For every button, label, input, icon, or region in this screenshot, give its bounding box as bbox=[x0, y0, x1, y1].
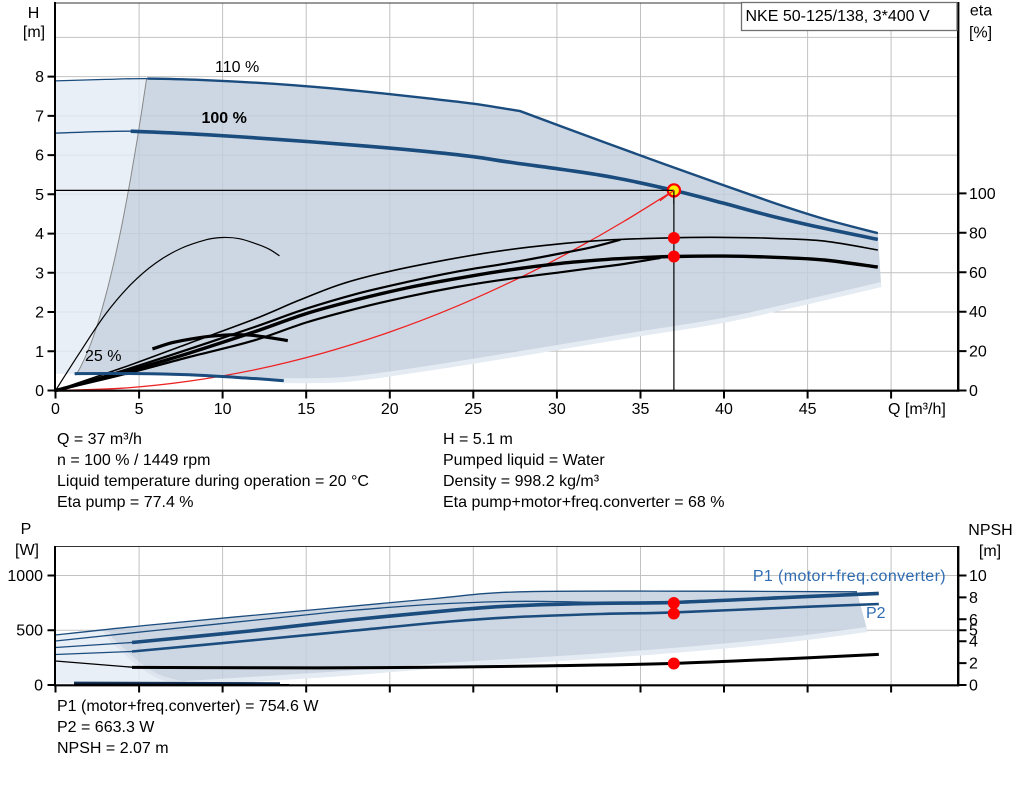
svg-text:P1 (motor+freq.converter): P1 (motor+freq.converter) bbox=[753, 568, 946, 585]
svg-text:0: 0 bbox=[51, 401, 60, 418]
svg-text:Eta pump = 77.4 %: Eta pump = 77.4 % bbox=[57, 494, 194, 511]
svg-text:6: 6 bbox=[35, 148, 44, 165]
svg-text:80: 80 bbox=[969, 225, 987, 242]
svg-text:8: 8 bbox=[35, 69, 44, 86]
svg-text:6: 6 bbox=[969, 612, 978, 629]
svg-text:Density = 998.2 kg/m³: Density = 998.2 kg/m³ bbox=[443, 473, 600, 490]
svg-text:20: 20 bbox=[381, 401, 399, 418]
svg-text:[m]: [m] bbox=[23, 24, 45, 41]
svg-text:0: 0 bbox=[969, 678, 978, 695]
svg-text:25 %: 25 % bbox=[85, 348, 121, 365]
svg-text:Pumped liquid = Water: Pumped liquid = Water bbox=[443, 452, 605, 469]
svg-text:[%]: [%] bbox=[969, 25, 992, 42]
svg-text:2: 2 bbox=[969, 656, 978, 673]
svg-text:100 %: 100 % bbox=[202, 110, 247, 127]
svg-text:8: 8 bbox=[969, 590, 978, 607]
svg-text:45: 45 bbox=[799, 401, 817, 418]
svg-text:Eta pump+motor+freq.converter: Eta pump+motor+freq.converter = 68 % bbox=[443, 494, 724, 511]
svg-text:500: 500 bbox=[16, 623, 43, 640]
svg-text:10: 10 bbox=[969, 568, 987, 585]
svg-text:Q [m³/h]: Q [m³/h] bbox=[888, 401, 946, 418]
svg-text:20: 20 bbox=[969, 344, 987, 361]
svg-text:100: 100 bbox=[969, 186, 996, 203]
svg-text:0: 0 bbox=[34, 678, 43, 695]
svg-text:2: 2 bbox=[35, 305, 44, 322]
svg-text:Q = 37 m³/h: Q = 37 m³/h bbox=[57, 431, 142, 448]
svg-text:1000: 1000 bbox=[7, 568, 43, 585]
svg-text:4: 4 bbox=[35, 226, 44, 243]
svg-text:Liquid temperature during oper: Liquid temperature during operation = 20… bbox=[57, 473, 369, 490]
svg-text:n = 100 % / 1449 rpm: n = 100 % / 1449 rpm bbox=[57, 452, 210, 469]
svg-text:7: 7 bbox=[35, 108, 44, 125]
svg-text:35: 35 bbox=[632, 401, 650, 418]
svg-text:40: 40 bbox=[715, 401, 733, 418]
svg-text:40: 40 bbox=[969, 304, 987, 321]
svg-text:NKE 50-125/138, 3*400 V: NKE 50-125/138, 3*400 V bbox=[746, 8, 930, 25]
svg-text:[m]: [m] bbox=[979, 543, 1001, 560]
svg-text:60: 60 bbox=[969, 265, 987, 282]
svg-text:P1 (motor+freq.converter) = 75: P1 (motor+freq.converter) = 754.6 W bbox=[57, 698, 319, 715]
svg-text:P2 = 663.3 W: P2 = 663.3 W bbox=[57, 719, 155, 736]
svg-text:1: 1 bbox=[35, 344, 44, 361]
svg-text:5: 5 bbox=[35, 187, 44, 204]
svg-text:5: 5 bbox=[135, 401, 144, 418]
svg-text:0: 0 bbox=[35, 383, 44, 400]
svg-text:5: 5 bbox=[969, 623, 978, 640]
svg-text:110 %: 110 % bbox=[215, 59, 259, 76]
svg-text:10: 10 bbox=[214, 401, 232, 418]
svg-text:[W]: [W] bbox=[15, 542, 39, 559]
svg-text:NPSH: NPSH bbox=[968, 522, 1012, 539]
svg-text:H: H bbox=[28, 5, 40, 22]
svg-text:eta: eta bbox=[970, 3, 992, 20]
svg-text:H = 5.1 m: H = 5.1 m bbox=[443, 431, 513, 448]
svg-text:4: 4 bbox=[969, 634, 978, 651]
svg-text:15: 15 bbox=[297, 401, 315, 418]
svg-text:P: P bbox=[21, 521, 32, 538]
svg-text:3: 3 bbox=[35, 265, 44, 282]
svg-text:P2: P2 bbox=[866, 605, 886, 622]
svg-text:25: 25 bbox=[464, 401, 482, 418]
svg-text:0: 0 bbox=[969, 383, 978, 400]
svg-text:30: 30 bbox=[548, 401, 566, 418]
svg-text:NPSH = 2.07 m: NPSH = 2.07 m bbox=[57, 740, 169, 757]
